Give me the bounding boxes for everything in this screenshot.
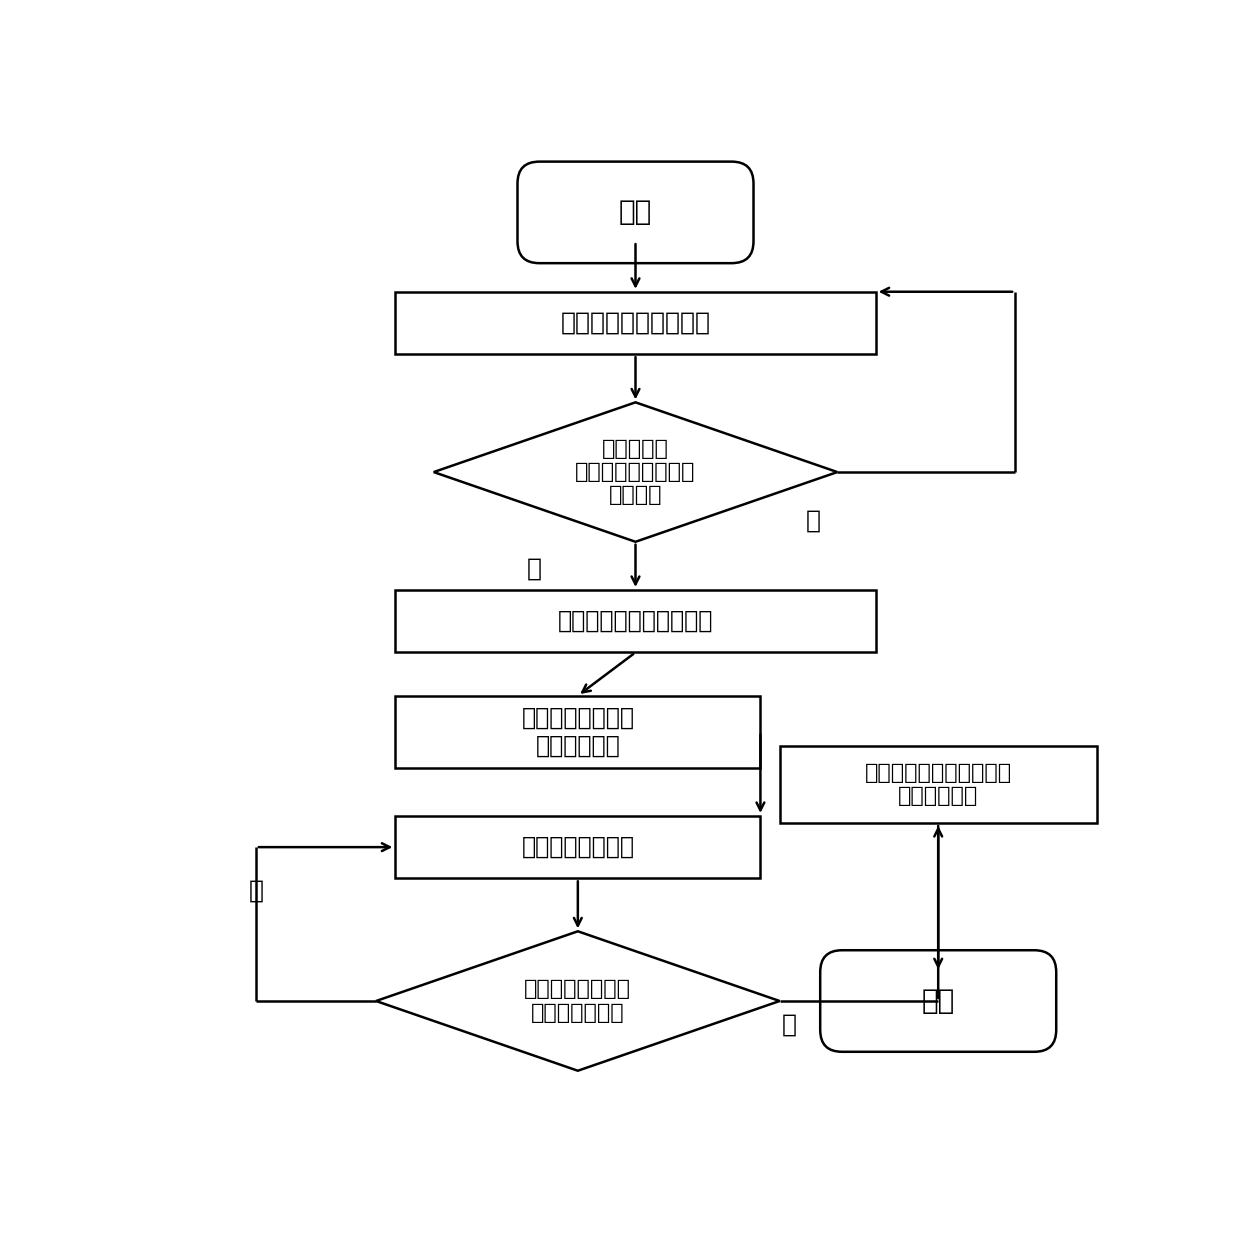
Text: 改变主机与僚机的同步速
度，实施抓捕: 改变主机与僚机的同步速 度，实施抓捕 (864, 763, 1012, 806)
Text: 否: 否 (806, 508, 821, 532)
Text: 调整矫正主机位置: 调整矫正主机位置 (521, 836, 635, 859)
Text: 是: 是 (527, 556, 542, 581)
Text: 判断飞行物定位是
否在网口范围内: 判断飞行物定位是 否在网口范围内 (525, 979, 631, 1023)
Text: 同步稳定后，僚机
靠近母机拉网: 同步稳定后，僚机 靠近母机拉网 (521, 706, 635, 758)
Bar (780, 746, 1096, 823)
Text: 否: 否 (248, 878, 263, 903)
Bar (396, 292, 875, 355)
Bar (396, 696, 760, 768)
Bar (396, 816, 760, 878)
Polygon shape (376, 932, 780, 1070)
FancyBboxPatch shape (517, 161, 754, 264)
Text: 开始: 开始 (619, 199, 652, 226)
Text: 实现主机与飞行物的同步: 实现主机与飞行物的同步 (558, 610, 713, 633)
Text: 无人机靠近待捕获物体: 无人机靠近待捕获物体 (560, 311, 711, 335)
Text: 判断飞行物
是否进入传感器稳定
可测区域: 判断飞行物 是否进入传感器稳定 可测区域 (575, 438, 696, 506)
Bar (396, 590, 875, 652)
Polygon shape (434, 402, 837, 542)
FancyBboxPatch shape (820, 950, 1056, 1052)
Text: 结束: 结束 (921, 987, 955, 1015)
Text: 是: 是 (781, 1013, 797, 1037)
